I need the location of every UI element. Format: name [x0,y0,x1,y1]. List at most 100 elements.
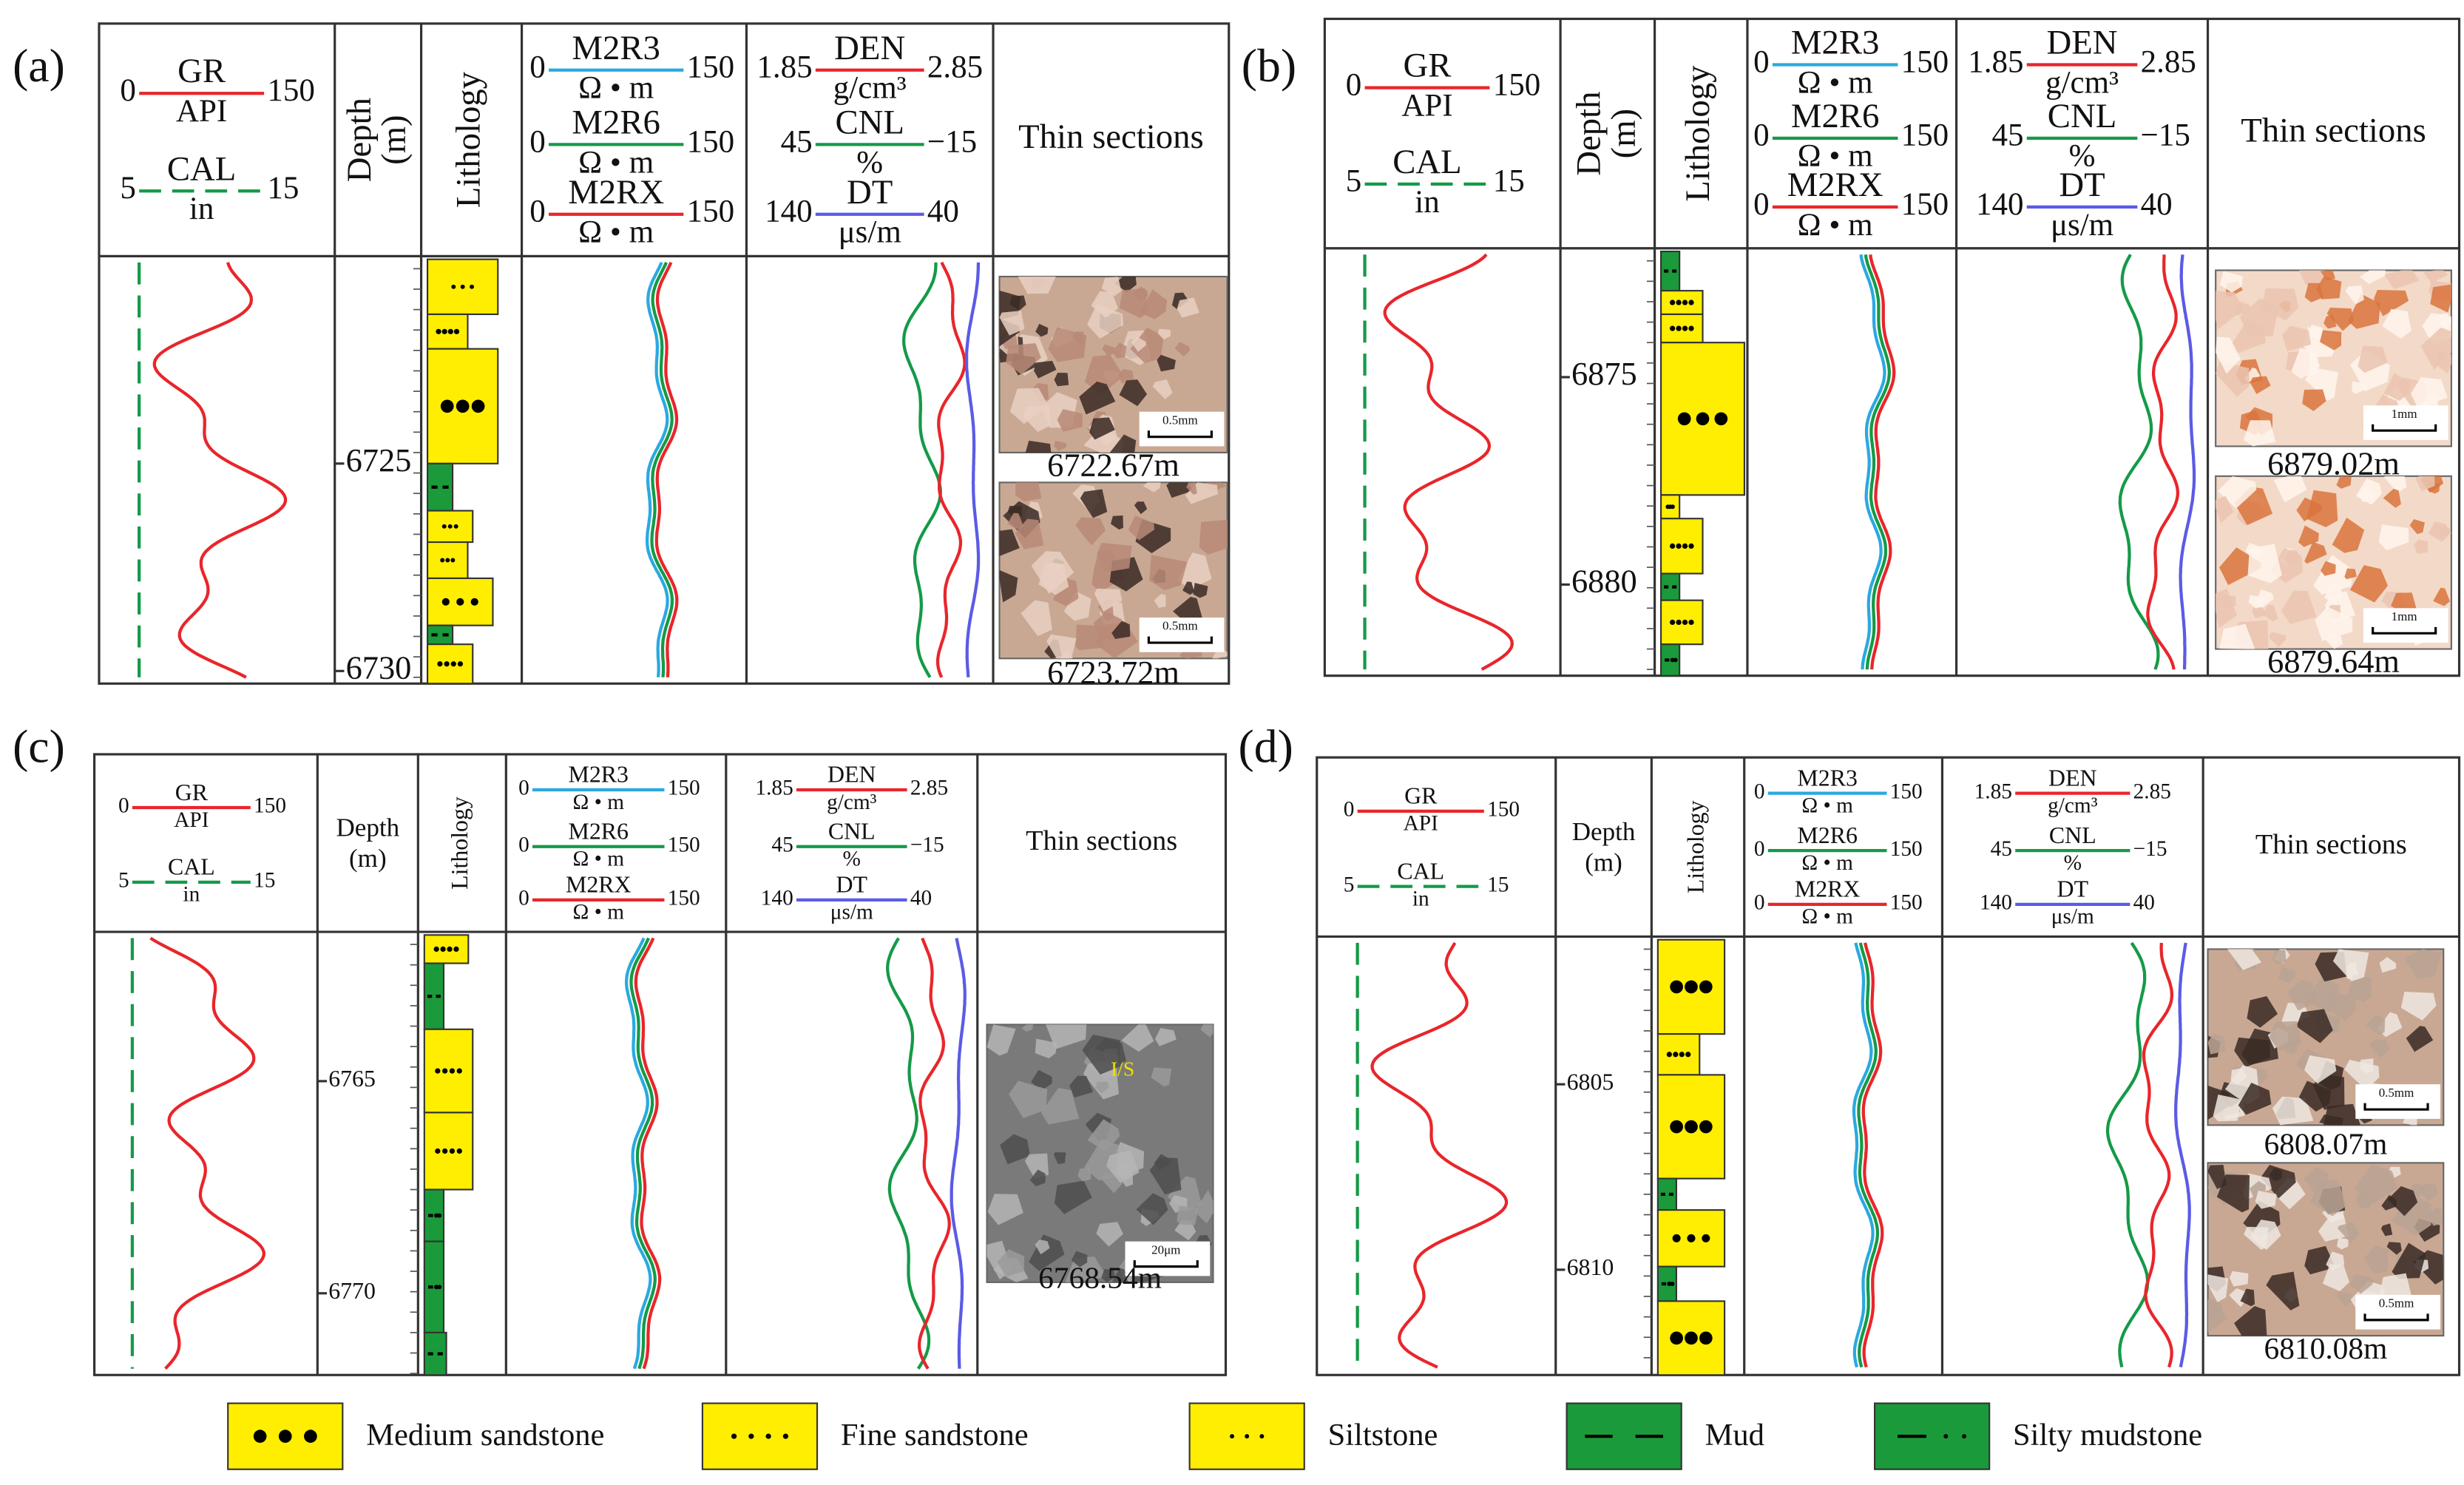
grain [1106,1150,1140,1183]
dot [1245,1434,1250,1439]
label: 0 [518,833,529,857]
log-curve [2105,941,2150,1368]
grain [2244,1226,2269,1250]
grain [1102,344,1115,356]
dot [435,1068,441,1074]
label: DT [847,173,893,212]
label: 0 [1754,891,1765,915]
grain [1117,368,1134,384]
panel-frame [93,753,1228,1376]
grain [2392,1192,2431,1236]
log-curve [2174,942,2191,1368]
grain [2291,348,2321,379]
grain [2315,606,2353,641]
label: DEN [827,762,876,788]
label: 6725 [346,442,412,478]
log-curve [1861,942,1884,1368]
grain [2207,1299,2228,1333]
grain [2207,1274,2229,1302]
grain [1095,1081,1110,1094]
grain [1157,354,1176,372]
dot [460,284,465,289]
grain [2313,555,2353,595]
grain [2348,294,2380,329]
grain [999,569,1018,603]
grain [1119,288,1148,319]
grain [2234,1305,2267,1336]
label: Ω • m [1798,139,1873,174]
grain [1009,388,1049,424]
label: 150 [1901,187,1949,222]
grain [2322,1264,2349,1292]
grain [1152,379,1173,399]
label: 0 [1753,44,1770,79]
grain [2278,967,2296,984]
grain [2430,284,2451,313]
grain [2360,270,2386,285]
grain [2386,1242,2402,1255]
dot [449,1148,456,1154]
grain [2326,308,2354,331]
grain [2358,345,2388,373]
dot [304,1430,317,1443]
label: 0 [1753,187,1770,222]
grain [2352,381,2366,394]
grain [2269,1167,2282,1182]
label: API [1404,812,1438,836]
label: Ω • m [572,848,624,871]
lith-block [423,962,445,1030]
grain [2423,270,2448,283]
grain [2266,1271,2300,1310]
label: 150 [1901,44,1949,79]
label: (m) [1604,109,1642,158]
scale-box [1125,1241,1211,1276]
grain [1054,373,1069,387]
lith-block [427,313,469,350]
panel-frame [98,22,1231,685]
grain [1048,327,1087,362]
dot [436,328,441,334]
grain [2363,1245,2389,1274]
grain [2207,1033,2226,1055]
dot [1230,1434,1234,1439]
label: 1mm [2392,609,2417,623]
grain [2239,298,2279,336]
grain [2420,1183,2439,1201]
label: in [1415,185,1439,220]
log-curve [1869,254,1896,670]
grain [2304,1245,2336,1275]
grain [2298,270,2326,285]
grain [1199,519,1228,555]
log-panel [1323,17,2461,677]
label: 150 [1890,891,1923,915]
grain [2344,1060,2380,1091]
label: Lithology [1679,65,1717,202]
dot [447,946,453,953]
log-curve [629,937,657,1370]
dot [1677,412,1691,426]
grain [2304,1055,2337,1084]
lith-block [1660,313,1704,344]
lith-block [1566,1402,1682,1470]
log-curve [1864,254,1891,670]
label: 6810.08m [2264,1331,2387,1365]
grain [2349,565,2389,603]
dot [434,1285,439,1290]
label: M2R6 [572,103,660,141]
grain [1083,427,1123,453]
dot [440,558,445,563]
label: 150 [687,124,735,159]
grain [1069,1075,1094,1098]
dot [1669,300,1676,305]
grain [1096,1222,1123,1247]
dot [453,524,458,529]
grain [1089,417,1115,440]
scale-box [2355,1294,2441,1330]
label: μs/m [2051,905,2094,929]
label: % [856,145,883,180]
grain [2426,1207,2443,1226]
grain [1174,342,1190,357]
label: 45 [781,124,813,159]
grain [1029,1234,1065,1271]
label: % [2064,851,2082,875]
